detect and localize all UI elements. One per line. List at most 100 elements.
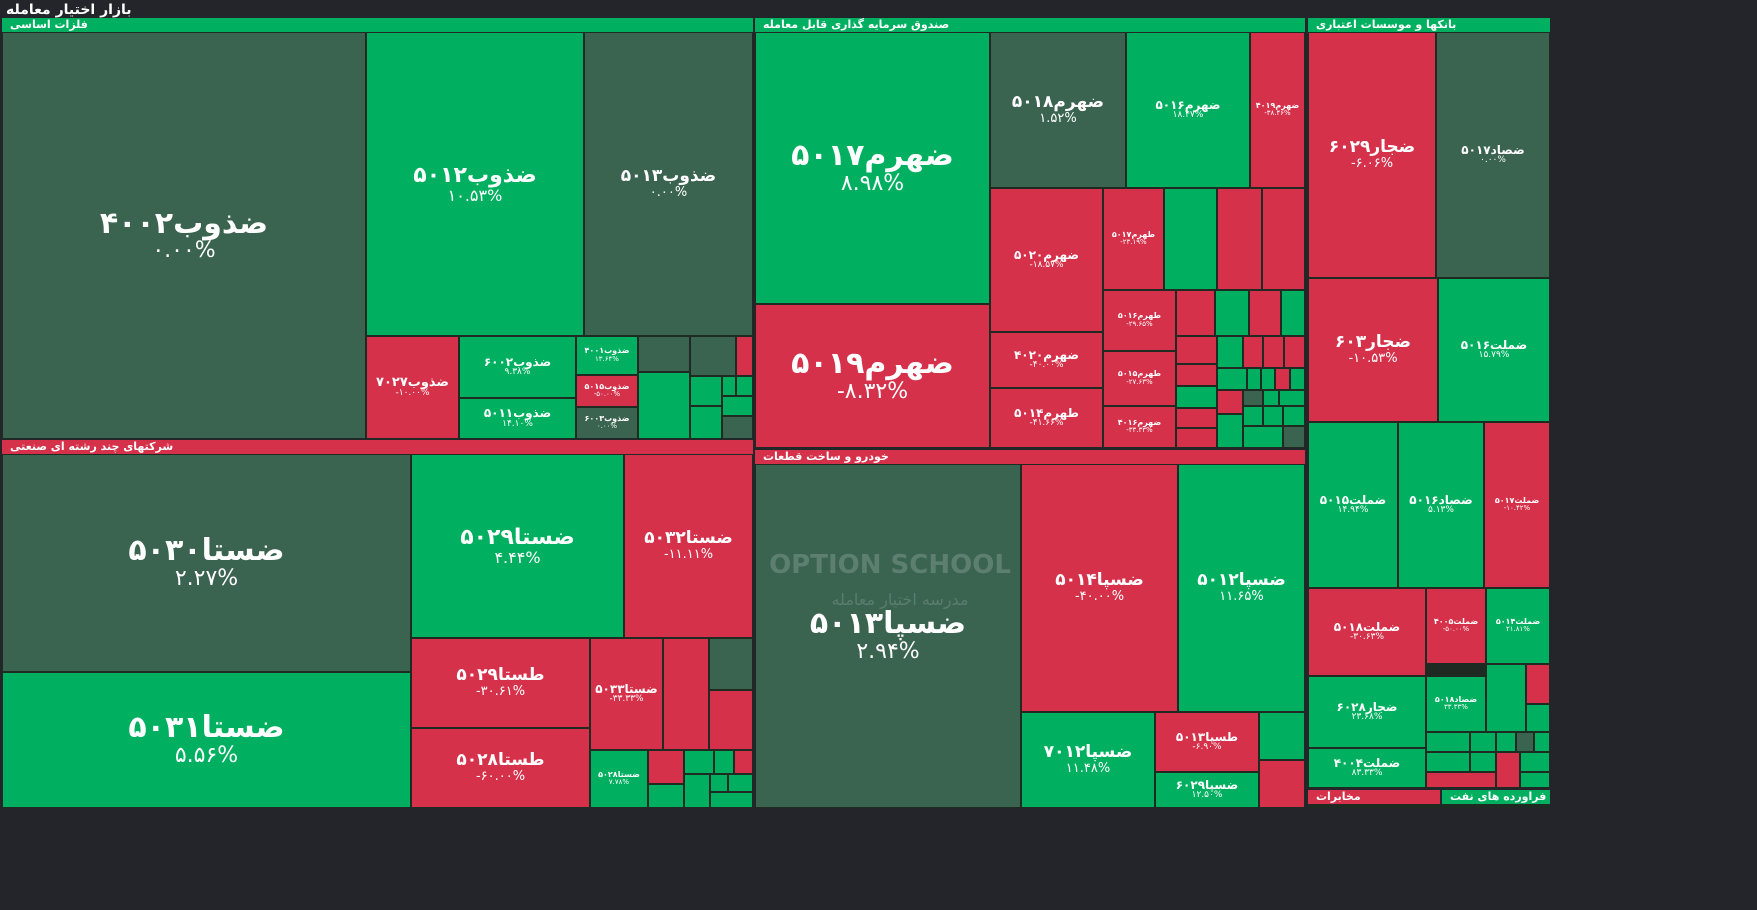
treemap-tile[interactable] <box>1520 752 1550 772</box>
treemap-tile[interactable] <box>1176 428 1217 448</box>
treemap-cell[interactable]: ضجار۶۰۲۹ -۶.۰۶% <box>1308 32 1436 278</box>
treemap-cell[interactable]: ضذوب۵۰۱۳ ۰.۰۰% <box>584 32 753 336</box>
treemap-tile[interactable] <box>728 774 753 792</box>
treemap-tile[interactable] <box>1164 188 1217 290</box>
treemap-cell[interactable]: ضملت۵۰۱۸ -۳۰.۶۳% <box>1308 588 1426 676</box>
treemap-tile[interactable] <box>1243 336 1263 368</box>
treemap-tile[interactable] <box>1534 732 1550 752</box>
treemap-tile[interactable] <box>1176 336 1217 364</box>
treemap-cell[interactable]: ضذوب۶۰۰۳ ۰.۰۰% <box>576 407 638 439</box>
treemap-tile[interactable] <box>722 416 753 439</box>
treemap-cell[interactable]: ضهرم۴۰۱۹ -۳۸.۴۶% <box>1250 32 1305 188</box>
treemap-tile[interactable] <box>722 376 736 396</box>
treemap-cell[interactable]: ضذوب۵۰۱۱ ۱۴.۱۰% <box>459 398 576 439</box>
treemap-tile[interactable] <box>1526 664 1550 704</box>
treemap-cell[interactable]: ضصاد۵۰۱۷ ۰.۰۰% <box>1436 32 1550 278</box>
treemap-tile[interactable] <box>1176 290 1215 336</box>
treemap-tile[interactable] <box>690 336 736 376</box>
treemap-cell[interactable]: ضصاد۵۰۱۶ ۵.۱۳% <box>1398 422 1484 588</box>
treemap-cell[interactable]: طهرم۵۰۱۴ -۴۱.۶۶% <box>990 388 1103 448</box>
treemap-cell[interactable]: ضستا۵۰۳۱ ۵.۵۶% <box>2 672 411 808</box>
treemap-cell[interactable]: ضستا۵۰۳۲ -۱۱.۱۱% <box>624 454 753 638</box>
treemap-cell[interactable]: ضملت۴۰۰۵ -۵۰.۰۰% <box>1426 588 1486 664</box>
treemap-tile[interactable] <box>638 336 690 372</box>
sector-header[interactable]: فلزات اساسی <box>2 18 753 32</box>
treemap-tile[interactable] <box>1217 336 1243 368</box>
treemap-tile[interactable] <box>1284 336 1305 368</box>
treemap-cell[interactable]: ضملت۵۰۱۷ -۱۰.۴۲% <box>1484 422 1550 588</box>
treemap-cell[interactable]: ضستا۵۰۳۰ ۲.۲۷% <box>2 454 411 672</box>
treemap-tile[interactable] <box>1261 368 1275 390</box>
treemap-cell[interactable]: طهرم۵۰۱۶ -۲۹.۶۵% <box>1103 290 1176 351</box>
treemap-tile[interactable] <box>1259 760 1305 808</box>
treemap-tile[interactable] <box>1470 752 1496 772</box>
treemap-tile[interactable] <box>709 638 753 690</box>
treemap-cell[interactable]: ضذوب۷۰۲۷ -۱۰.۰۰% <box>366 336 459 439</box>
treemap-tile[interactable] <box>709 690 753 750</box>
treemap-tile[interactable] <box>648 750 684 784</box>
treemap-cell[interactable]: ضهرم۵۰۱۷ ۸.۹۸% <box>755 32 990 304</box>
treemap-cell[interactable]: ضملت۵۰۱۴ ۲۱.۸۱% <box>1486 588 1550 664</box>
treemap-tile[interactable] <box>1176 364 1217 386</box>
treemap-cell[interactable]: ضسپا۷۰۱۲ ۱۱.۴۸% <box>1021 712 1155 808</box>
treemap-cell[interactable]: ضسپا۵۰۱۴ -۴۰.۰۰% <box>1021 464 1178 712</box>
treemap-cell[interactable]: ضجار۶۰۲۸ ۲۳.۶۸% <box>1308 676 1426 748</box>
treemap-tile[interactable] <box>1243 406 1263 426</box>
treemap-tile[interactable] <box>1262 188 1305 290</box>
treemap-cell[interactable]: ضذوب۶۰۰۲ ۹.۳۸% <box>459 336 576 398</box>
treemap-cell[interactable]: ضملت۵۰۱۶ ۱۵.۷۹% <box>1438 278 1550 422</box>
treemap-tile[interactable] <box>638 372 690 439</box>
treemap-cell[interactable]: طستا۵۰۲۹ -۳۰.۶۱% <box>411 638 590 728</box>
treemap-tile[interactable] <box>1249 290 1281 336</box>
treemap-tile[interactable] <box>684 774 710 808</box>
treemap-cell[interactable]: طهرم۵۰۱۷ -۲۳.۱۹% <box>1103 188 1164 290</box>
treemap-tile[interactable] <box>1486 664 1526 732</box>
treemap-cell[interactable]: ضذوب۵۰۱۲ ۱۰.۵۳% <box>366 32 584 336</box>
treemap-tile[interactable] <box>690 376 722 406</box>
treemap-cell[interactable]: ضهرم۵۰۱۶ ۱۸.۴۷% <box>1126 32 1250 188</box>
treemap-cell[interactable]: ضذوب۵۰۱۵ -۵۰.۰۰% <box>576 375 638 407</box>
sector-header[interactable]: شرکتهای چند رشته ای صنعتی <box>2 440 753 454</box>
treemap-tile[interactable] <box>736 336 753 376</box>
treemap-cell[interactable]: ضستا۵۰۲۹ ۴.۴۴% <box>411 454 624 638</box>
treemap-cell[interactable]: ضهرم۵۰۲۰ -۱۸.۵۷% <box>990 188 1103 332</box>
treemap-tile[interactable] <box>734 750 753 774</box>
treemap-cell[interactable]: ضجار۶۰۳ -۱۰.۵۳% <box>1308 278 1438 422</box>
treemap-cell[interactable]: ضسپا۵۰۱۳ ۲.۹۴% <box>755 464 1021 808</box>
treemap-tile[interactable] <box>663 638 709 750</box>
treemap-tile[interactable] <box>690 406 722 439</box>
treemap-tile[interactable] <box>1275 368 1290 390</box>
treemap-tile[interactable] <box>1279 390 1305 406</box>
treemap-cell[interactable]: ضسپا۶۰۲۹ ۱۲.۵۰% <box>1155 772 1259 808</box>
treemap-tile[interactable] <box>1426 732 1470 752</box>
treemap-tile[interactable] <box>648 784 684 808</box>
treemap-cell[interactable]: ضستا۵۰۳۳ -۳۳.۳۳% <box>590 638 663 750</box>
treemap-tile[interactable] <box>1176 408 1217 428</box>
treemap-cell[interactable]: ضسپا۵۰۱۲ ۱۱.۶۵% <box>1178 464 1305 712</box>
treemap-tile[interactable] <box>1243 426 1283 448</box>
treemap-cell[interactable]: طهرم۵۰۱۵ -۲۷.۶۳% <box>1103 351 1176 406</box>
treemap-cell[interactable]: ضهرم۴۰۲۰ -۴۰.۰۰% <box>990 332 1103 388</box>
treemap-tile[interactable] <box>1217 188 1262 290</box>
treemap-tile[interactable] <box>722 396 753 416</box>
treemap-tile[interactable] <box>1426 772 1496 788</box>
treemap-tile[interactable] <box>1526 704 1550 732</box>
treemap-cell[interactable]: ضذوب۴۰۰۱ ۱۳.۶۴% <box>576 336 638 375</box>
treemap-tile[interactable] <box>1217 368 1247 390</box>
treemap-tile[interactable] <box>1217 390 1243 414</box>
sector-header[interactable]: فراورده های نفت <box>1442 790 1550 804</box>
treemap-tile[interactable] <box>1263 406 1283 426</box>
sector-header[interactable]: مخابرات <box>1308 790 1440 804</box>
treemap-tile[interactable] <box>1496 752 1520 788</box>
treemap-tile[interactable] <box>710 792 753 808</box>
treemap-tile[interactable] <box>684 750 714 774</box>
treemap-tile[interactable] <box>1426 752 1470 772</box>
treemap-tile[interactable] <box>1247 368 1261 390</box>
treemap-cell[interactable]: ضملت۴۰۰۴ ۸۳.۳۳% <box>1308 748 1426 788</box>
sector-header[interactable]: صندوق سرمایه گذاری قابل معامله <box>755 18 1305 32</box>
treemap-tile[interactable] <box>1516 732 1534 752</box>
treemap-tile[interactable] <box>1217 414 1243 448</box>
treemap-tile[interactable] <box>1243 390 1263 406</box>
treemap-cell[interactable]: ضهرم۵۰۱۹ -۸.۳۲% <box>755 304 990 448</box>
treemap-cell[interactable]: طستا۵۰۲۸ -۶۰.۰۰% <box>411 728 590 808</box>
